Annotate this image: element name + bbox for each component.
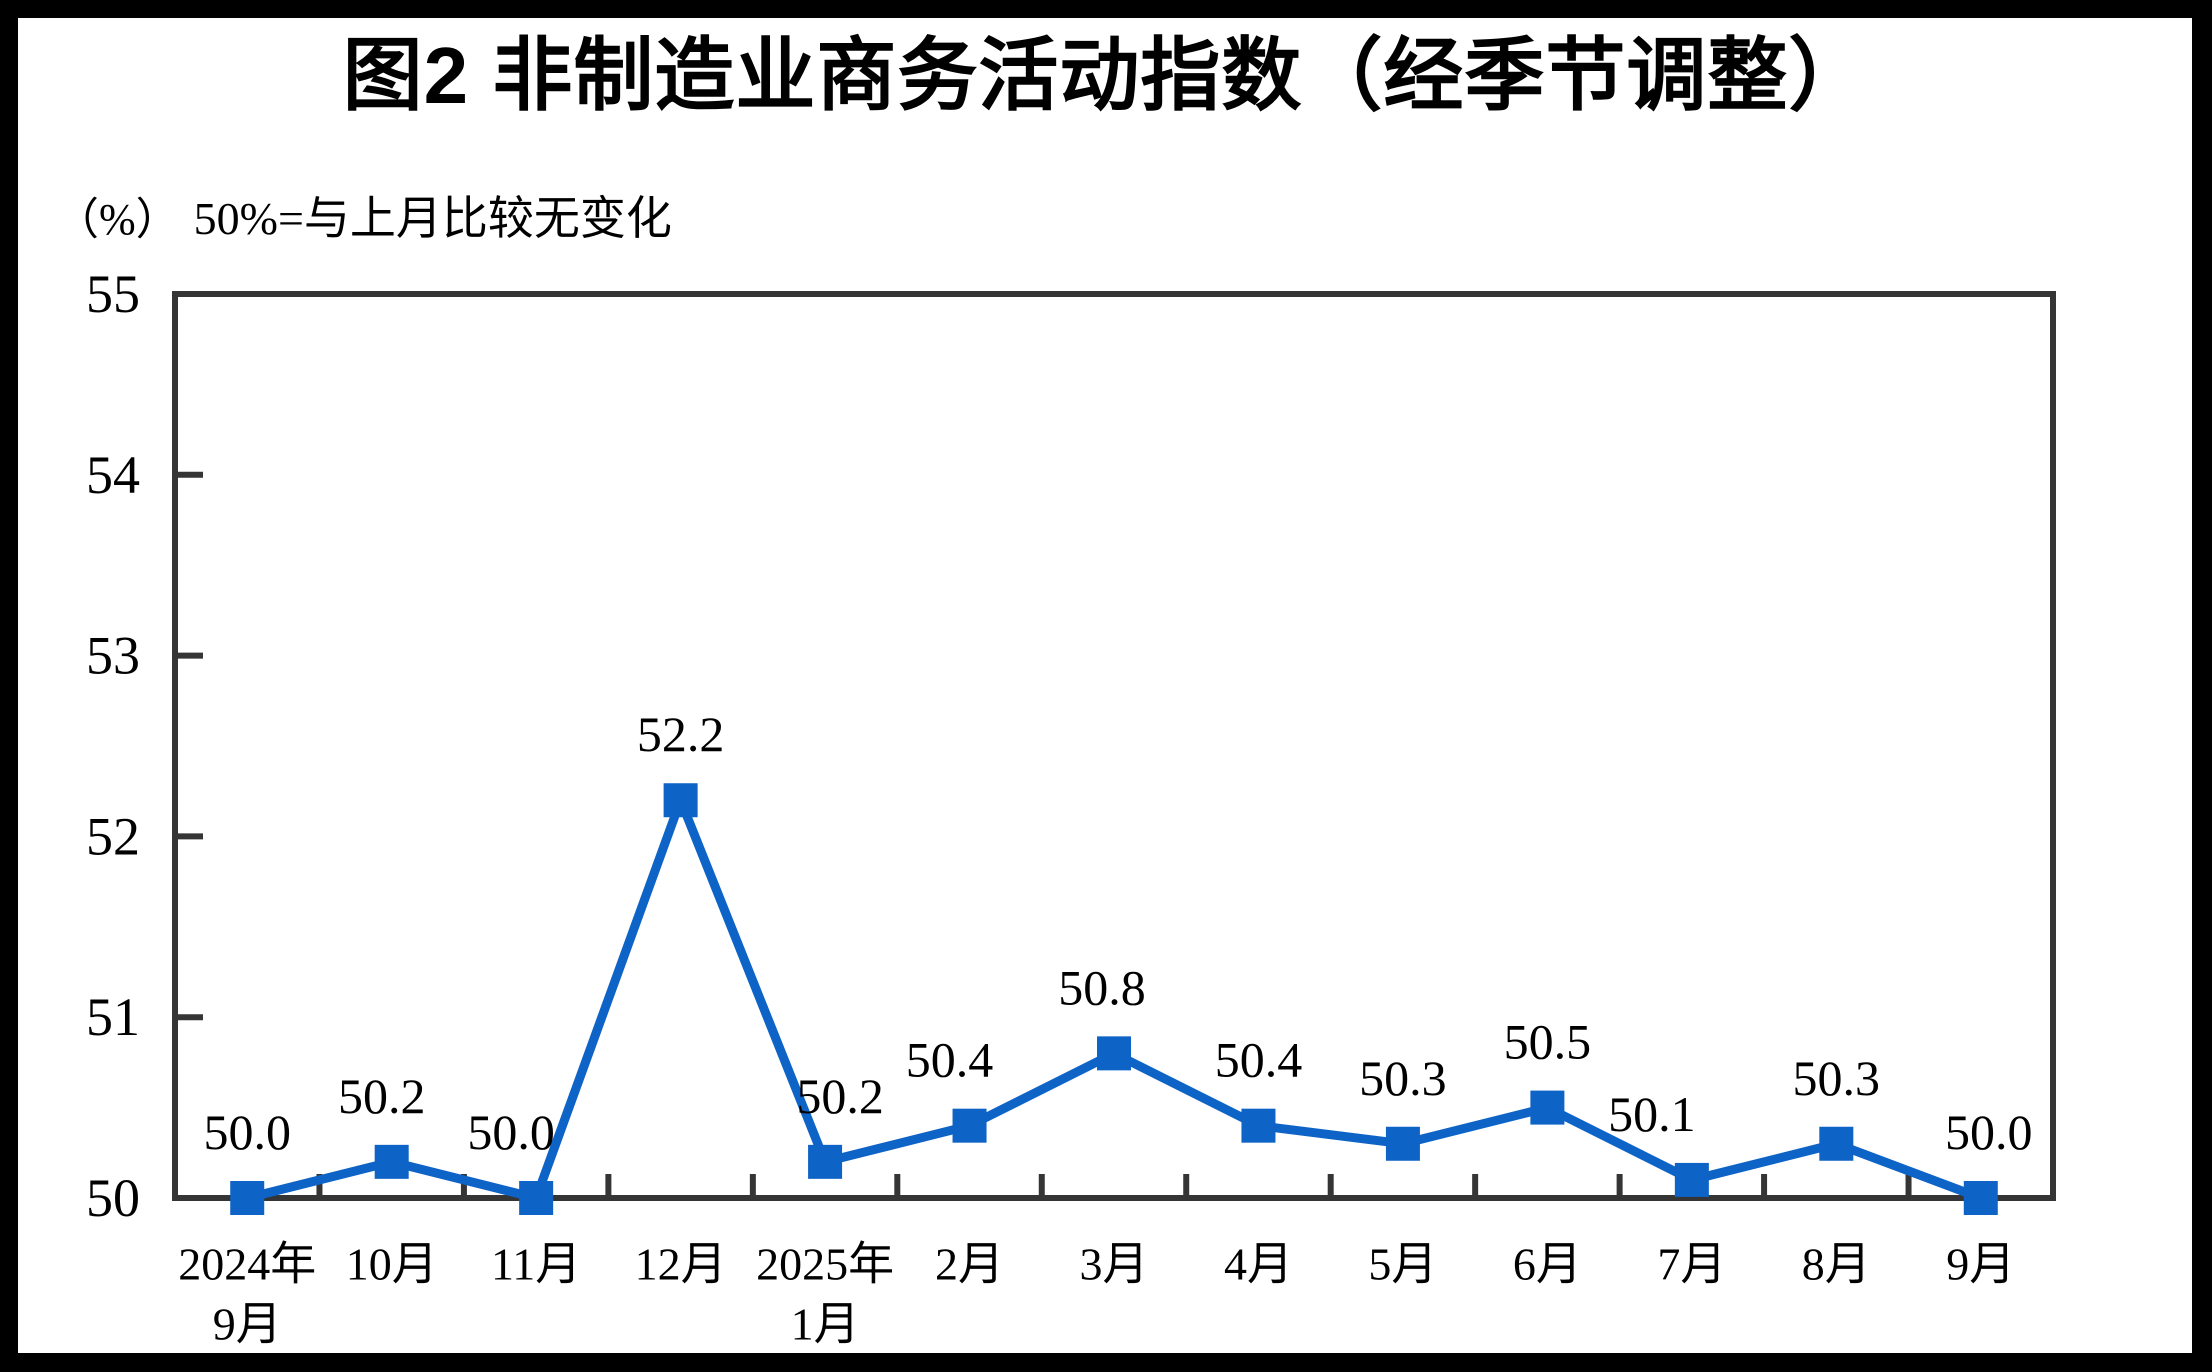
y-axis-tick-label: 53 — [86, 626, 140, 686]
data-point-marker — [952, 1108, 987, 1143]
y-axis-unit-label: （%） — [55, 195, 180, 244]
data-point-marker — [808, 1144, 843, 1179]
y-axis-tick-label: 52 — [86, 806, 140, 866]
data-point-label: 50.5 — [1504, 1014, 1592, 1070]
data-point-label: 50.0 — [1945, 1104, 2033, 1160]
x-axis-tick-label: 1月 — [791, 1299, 860, 1350]
data-point-marker — [663, 783, 698, 818]
x-axis-tick-label: 7月 — [1657, 1239, 1726, 1290]
x-axis-tick-label: 2024年 — [178, 1239, 316, 1290]
data-point-marker — [1963, 1181, 1998, 1215]
data-point-label: 50.0 — [467, 1104, 555, 1160]
data-point-marker — [1674, 1162, 1709, 1197]
x-axis-tick-label: 10月 — [346, 1239, 438, 1290]
plot-border — [172, 291, 2056, 1201]
data-point-marker — [1819, 1126, 1854, 1161]
data-point-marker — [374, 1144, 409, 1179]
data-point-label: 50.3 — [1793, 1050, 1881, 1106]
data-point-label: 50.2 — [796, 1068, 884, 1124]
data-point-marker — [1530, 1090, 1565, 1125]
data-point-marker — [1385, 1126, 1420, 1161]
y-axis-tick-label: 51 — [86, 987, 140, 1047]
data-point-label: 50.4 — [906, 1032, 994, 1088]
x-axis-tick-label: 6月 — [1513, 1239, 1582, 1290]
x-axis-tick-label: 4月 — [1224, 1239, 1293, 1290]
y-axis-tick-label: 54 — [86, 445, 140, 505]
data-point-label: 50.2 — [338, 1068, 426, 1124]
x-axis-tick-label: 9月 — [213, 1299, 282, 1350]
x-axis-tick-label: 9月 — [1946, 1239, 2015, 1290]
x-axis-tick-label: 8月 — [1802, 1239, 1871, 1290]
data-point-label: 50.1 — [1608, 1086, 1696, 1142]
reference-note: 50%=与上月比较无变化 — [193, 193, 672, 244]
data-point-label: 52.2 — [637, 706, 725, 762]
x-axis-tick-label: 5月 — [1368, 1239, 1437, 1290]
data-point-label: 50.0 — [203, 1104, 291, 1160]
data-point-marker — [230, 1181, 265, 1215]
data-point-marker — [1097, 1036, 1131, 1071]
x-axis-tick-label: 12月 — [635, 1239, 727, 1290]
y-axis-tick-label: 50 — [86, 1168, 140, 1228]
data-point-label: 50.4 — [1215, 1032, 1303, 1088]
data-point-label: 50.8 — [1058, 959, 1146, 1015]
y-axis-tick-label: 55 — [86, 264, 140, 324]
x-axis-tick-label: 2025年 — [756, 1239, 894, 1290]
chart-title: 图2 非制造业商务活动指数（经季节调整） — [342, 31, 1870, 120]
data-point-label: 50.3 — [1359, 1050, 1447, 1106]
data-point-marker — [519, 1181, 554, 1215]
x-axis-tick-label: 2月 — [935, 1239, 1004, 1290]
data-point-marker — [1241, 1108, 1276, 1143]
x-axis-tick-label: 3月 — [1080, 1239, 1149, 1290]
axis-unit-note: （%） 50%=与上月比较无变化 — [55, 182, 672, 248]
x-axis-tick-label: 11月 — [491, 1239, 581, 1290]
